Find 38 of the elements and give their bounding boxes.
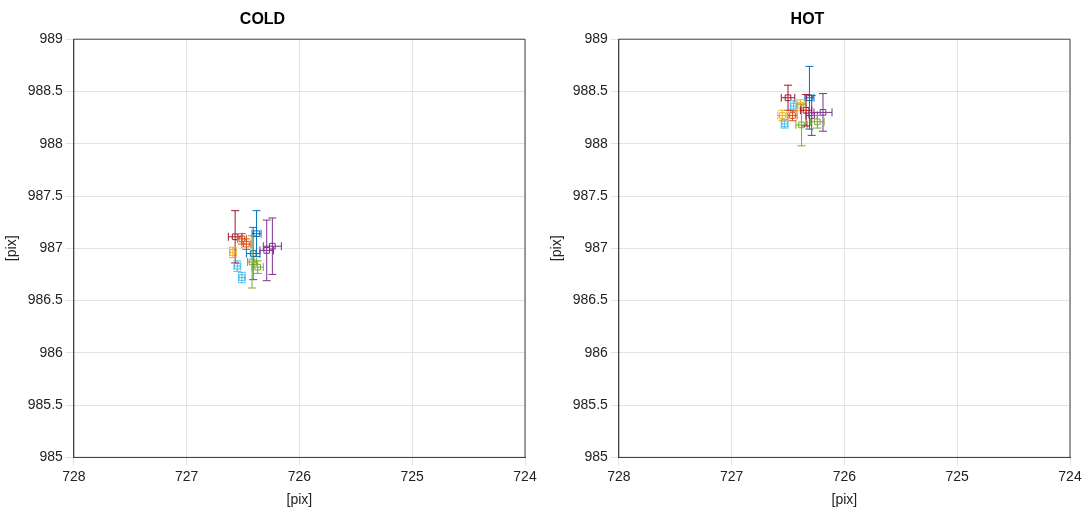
point <box>231 233 239 241</box>
x-tick-label: 724 <box>1058 467 1082 484</box>
x-tick-label: 728 <box>62 467 86 484</box>
chart-title: COLD <box>239 10 286 28</box>
y-axis-title: [pix] <box>3 235 20 262</box>
point <box>249 250 257 257</box>
y-tick-label: 986 <box>584 343 609 360</box>
x-tick-label: 725 <box>400 467 425 484</box>
x-tick-label: 725 <box>945 467 970 484</box>
y-tick-label: 987.5 <box>572 186 609 203</box>
y-tick-label: 988.5 <box>27 82 64 99</box>
y-tick-label: 985.5 <box>27 395 64 412</box>
y-axis-title: [pix] <box>548 235 565 262</box>
y-tick-label: 988 <box>584 134 609 151</box>
point <box>787 109 798 122</box>
y-tick-label: 987 <box>584 239 609 256</box>
x-tick-label: 726 <box>287 467 312 484</box>
y-tick-label: 989 <box>584 30 609 47</box>
x-tick-label: 728 <box>607 467 631 484</box>
y-tick-label: 988.5 <box>572 82 609 99</box>
x-axis-title: [pix] <box>831 491 858 508</box>
y-tick-label: 985.5 <box>572 395 609 412</box>
y-tick-label: 987.5 <box>27 186 64 203</box>
y-tick-label: 986 <box>39 343 64 360</box>
chart-title: HOT <box>790 10 825 28</box>
x-tick-label: 726 <box>832 467 857 484</box>
y-tick-label: 985 <box>39 448 64 465</box>
point <box>263 247 271 254</box>
y-tick-label: 986.5 <box>27 291 64 308</box>
y-tick-label: 989 <box>39 30 64 47</box>
x-tick-label: 727 <box>174 467 199 484</box>
x-tick-label: 727 <box>719 467 744 484</box>
x-tick-label: 724 <box>513 467 537 484</box>
x-axis-title: [pix] <box>286 491 313 508</box>
y-tick-label: 985 <box>584 448 609 465</box>
y-tick-label: 987 <box>39 239 64 256</box>
y-tick-label: 986.5 <box>572 291 609 308</box>
y-tick-label: 988 <box>39 134 64 151</box>
